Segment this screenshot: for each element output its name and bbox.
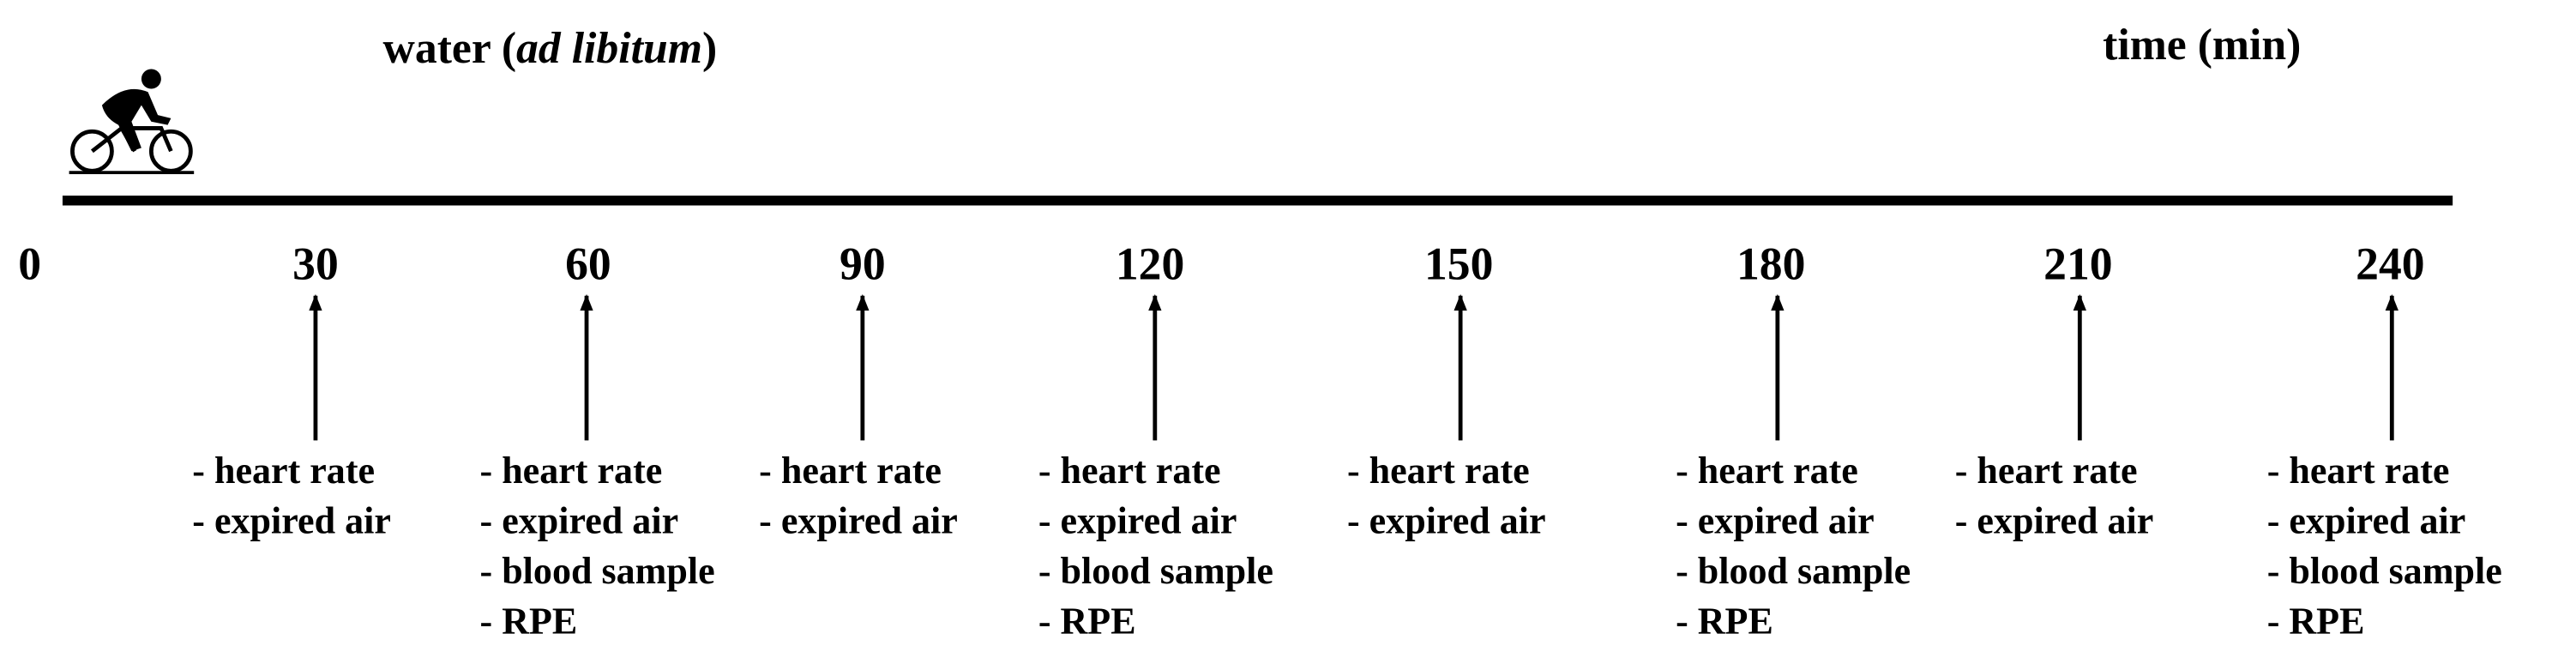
measurement-item: - RPE (1676, 600, 1773, 642)
measurement-item: - blood sample (1038, 550, 1273, 592)
measurement-item: - expired air (1038, 500, 1237, 542)
measurement-item: - expired air (2267, 500, 2466, 542)
measurement-item: - RPE (1038, 600, 1136, 642)
tick-label: 240 (2356, 238, 2424, 290)
tick-label: 210 (2043, 238, 2112, 290)
measurement-item: - expired air (1955, 500, 2154, 542)
measurement-item: - heart rate (1347, 450, 1530, 492)
measurement-item: - expired air (759, 500, 958, 542)
tick-label: 90 (840, 238, 886, 290)
measurement-item: - blood sample (2267, 550, 2502, 592)
measurement-item: - expired air (480, 500, 679, 542)
cyclist-icon (69, 69, 195, 175)
tick-label: 60 (565, 238, 611, 290)
water-label: water (ad libitum) (382, 24, 717, 73)
measurement-item: - blood sample (1676, 550, 1911, 592)
time-label: time (min) (2103, 21, 2301, 69)
measurement-item: - heart rate (1038, 450, 1221, 492)
measurement-item: - RPE (2267, 600, 2365, 642)
measurement-item: - expired air (1676, 500, 1875, 542)
measurement-item: - RPE (480, 600, 578, 642)
measurement-item: - heart rate (1676, 450, 1858, 492)
measurement-item: - heart rate (480, 450, 663, 492)
tick-label: 150 (1424, 238, 1493, 290)
tick-label: 120 (1116, 238, 1184, 290)
measurement-item: - expired air (192, 500, 391, 542)
measurement-item: - heart rate (2267, 450, 2450, 492)
measurement-item: - expired air (1347, 500, 1546, 542)
tick-label: 30 (292, 238, 339, 290)
measurement-item: - heart rate (192, 450, 375, 492)
measurement-item: - blood sample (480, 550, 715, 592)
measurement-item: - heart rate (1955, 450, 2138, 492)
measurement-item: - heart rate (759, 450, 942, 492)
tick-label: 0 (18, 238, 41, 290)
tick-label: 180 (1736, 238, 1805, 290)
